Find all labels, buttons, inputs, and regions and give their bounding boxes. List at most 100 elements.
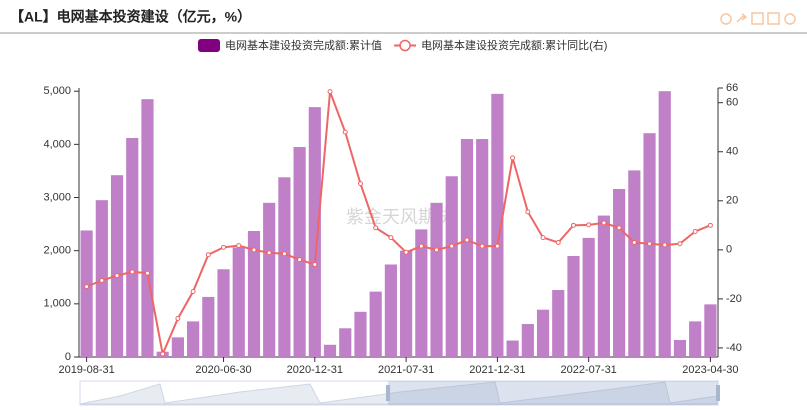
- line-marker: [418, 243, 424, 249]
- y-tick-label: 2,000: [43, 245, 71, 257]
- y2-tick-label: 20: [726, 195, 738, 207]
- bar: [521, 324, 534, 357]
- bar: [506, 340, 519, 357]
- bar: [308, 107, 321, 357]
- bar: [339, 328, 352, 357]
- y2-tick-label: -40: [726, 342, 742, 354]
- bar: [384, 264, 397, 357]
- line-marker: [449, 243, 455, 249]
- bar: [445, 176, 458, 357]
- legend-label: 电网基本建设投资完成额:累计值: [225, 38, 382, 52]
- line-marker: [99, 277, 105, 283]
- bar: [536, 309, 550, 357]
- bar: [126, 137, 139, 357]
- line-marker: [662, 242, 668, 248]
- bar: [354, 311, 367, 357]
- line-marker: [631, 239, 637, 245]
- bar: [110, 175, 124, 357]
- x-tick-label: 2019-08-31: [58, 364, 114, 376]
- y-tick-label: 0: [65, 351, 71, 363]
- line-marker: [129, 269, 135, 275]
- bar: [430, 202, 443, 357]
- bar: [141, 99, 154, 357]
- line-marker: [403, 249, 409, 255]
- bar: [415, 229, 428, 357]
- tool-save[interactable]: [767, 12, 780, 25]
- zoom-handle: [716, 385, 720, 401]
- line-marker: [312, 262, 318, 268]
- line-marker: [327, 89, 333, 95]
- y2-tick-label: 66: [726, 82, 738, 94]
- x-tick-label: 2021-12-31: [469, 364, 525, 376]
- line-marker: [297, 257, 303, 263]
- line-marker: [540, 235, 546, 241]
- toolbar[interactable]: [720, 12, 796, 25]
- legend-marker: [399, 39, 411, 52]
- line-marker: [84, 284, 90, 290]
- bar: [80, 230, 93, 357]
- line-marker: [647, 241, 653, 247]
- bar: [491, 93, 504, 357]
- bar: [263, 202, 276, 357]
- bar: [202, 296, 215, 357]
- bar: [628, 170, 641, 357]
- legend-label: 电网基本建设投资完成额:累计同比(右): [421, 38, 607, 52]
- y-tick-label: 4,000: [43, 138, 71, 150]
- line-marker: [601, 220, 607, 226]
- line-marker: [570, 222, 576, 228]
- line-marker: [205, 252, 211, 258]
- bar: [552, 290, 565, 357]
- zoom-handle: [386, 385, 390, 401]
- bar: [293, 147, 306, 357]
- x-tick-label: 2022-07-31: [561, 364, 617, 376]
- bar: [278, 177, 291, 357]
- line-marker: [175, 316, 181, 322]
- bar: [613, 189, 626, 357]
- bar: [658, 91, 671, 357]
- line-marker: [221, 244, 227, 250]
- bar: [369, 291, 382, 357]
- zoom-shadow: [79, 381, 719, 405]
- bar: [323, 344, 337, 357]
- line-marker: [677, 241, 683, 247]
- line-marker: [373, 225, 379, 231]
- bar: [171, 337, 184, 357]
- y2-tick-label: 40: [726, 146, 738, 158]
- bar: [247, 231, 261, 357]
- line-marker: [266, 250, 272, 256]
- bar: [400, 250, 413, 357]
- line-marker: [464, 237, 470, 243]
- line-marker: [342, 129, 348, 135]
- bar: [232, 247, 245, 357]
- chart-title: 【AL】电网基本投资建设（亿元，%）: [10, 9, 251, 25]
- line: [86, 91, 711, 358]
- line-marker: [190, 289, 196, 295]
- line-marker: [525, 209, 531, 215]
- y-tick-label: 3,000: [43, 191, 71, 203]
- line-marker: [692, 228, 698, 234]
- line-marker: [251, 247, 257, 253]
- line-marker: [357, 181, 363, 187]
- bar: [597, 215, 610, 357]
- tool-refresh[interactable]: [720, 13, 732, 25]
- bar: [704, 304, 717, 357]
- line-marker: [707, 222, 713, 228]
- line-marker: [236, 243, 242, 249]
- line-marker: [555, 239, 561, 245]
- x-tick-label: 2020-12-31: [287, 364, 343, 376]
- bar: [217, 269, 230, 357]
- tool-settings[interactable]: [784, 13, 796, 25]
- line-marker: [114, 273, 120, 279]
- tool-share[interactable]: [736, 13, 748, 23]
- y-tick-label: 5,000: [43, 85, 71, 97]
- bar: [567, 255, 580, 357]
- line-marker: [144, 270, 150, 276]
- zoom-selection: [388, 381, 718, 405]
- line-marker: [586, 222, 592, 228]
- line-marker: [434, 247, 440, 253]
- bar: [187, 321, 200, 357]
- line-marker: [388, 235, 394, 241]
- tool-image[interactable]: [751, 12, 764, 25]
- line-marker: [616, 225, 622, 231]
